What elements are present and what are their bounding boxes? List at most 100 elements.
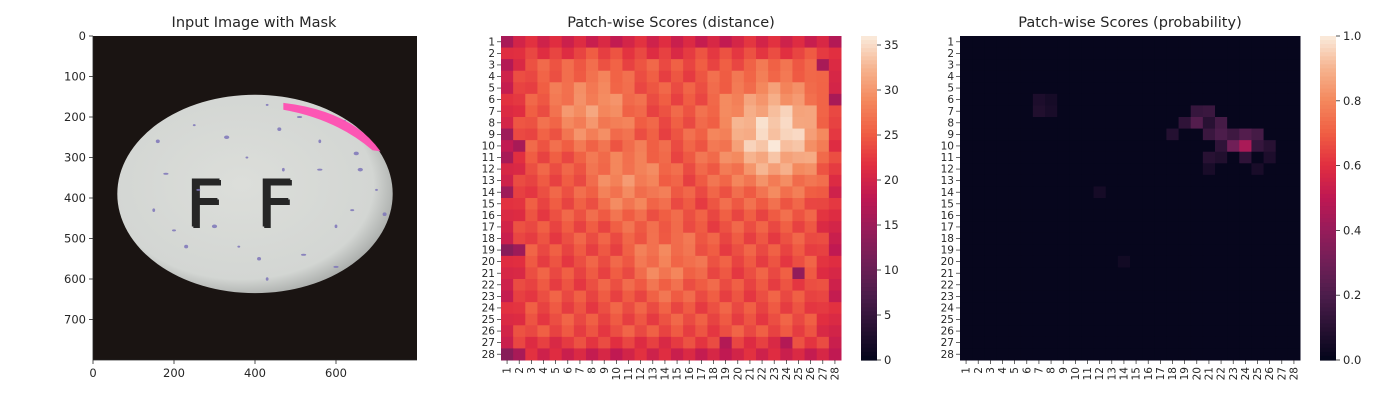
heatmap-cell (501, 174, 514, 187)
heatmap-cell (768, 221, 781, 234)
heatmap-cell (1130, 244, 1143, 257)
colorbar-segment (861, 96, 877, 102)
heatmap-cell (804, 279, 818, 292)
heatmap-cell (1275, 336, 1289, 349)
heatmap-cell (1166, 36, 1180, 49)
x-tick-label: 7 (575, 367, 587, 374)
heatmap-cell (816, 325, 830, 338)
heatmap-cell (1263, 117, 1277, 130)
heatmap-cell (525, 325, 538, 338)
heatmap-cell (549, 290, 563, 303)
probability-heatmap: 1234567891011121314151617181920212223242… (941, 29, 1362, 380)
heatmap-cell (719, 313, 733, 326)
heatmap-cell (1057, 70, 1070, 83)
heatmap-cell (501, 232, 514, 245)
heatmap-cell (598, 267, 611, 280)
heatmap-cell (707, 232, 721, 245)
heatmap-cell (1081, 128, 1095, 141)
heatmap-cell (1215, 255, 1228, 268)
heatmap-cell (1117, 128, 1131, 141)
heatmap-cell (1190, 36, 1204, 49)
heatmap-cell (792, 82, 806, 95)
heatmap-cell (1130, 163, 1143, 176)
colorbar-segment (861, 88, 877, 94)
heatmap-cell (1032, 279, 1046, 292)
heatmap-cell (501, 117, 514, 130)
colorbar-segment (861, 218, 877, 223)
heatmap-cell (972, 59, 985, 72)
heatmap-cell (768, 232, 781, 245)
heatmap-cell (780, 151, 793, 164)
heatmap-cell (804, 267, 818, 280)
heatmap-cell (634, 221, 648, 234)
heatmap-cell (828, 232, 842, 245)
heatmap-cell (1178, 70, 1192, 83)
heatmap-cell (828, 163, 842, 176)
heatmap-cell (598, 255, 611, 268)
speckle (350, 209, 355, 212)
heatmap-cell (792, 267, 806, 280)
heatmap-cell (622, 151, 636, 164)
heatmap-cell (1142, 70, 1155, 83)
heatmap-cell (756, 117, 769, 130)
heatmap-cell (1287, 267, 1301, 280)
heatmap-cell (756, 151, 769, 164)
heatmap-cell (549, 151, 563, 164)
heatmap-cell (1130, 93, 1143, 106)
x-tick-label: 19 (720, 367, 732, 380)
heatmap-cell (972, 47, 985, 60)
heatmap-cell (537, 93, 551, 106)
heatmap-cell (804, 209, 818, 222)
heatmap-cell (1239, 105, 1252, 118)
colorbar-segment (1320, 121, 1336, 126)
heatmap-cell (768, 140, 781, 153)
heatmap-cell (768, 244, 781, 257)
colorbar-segment (1320, 96, 1336, 102)
heatmap-cell (1045, 336, 1058, 349)
colorbar-segment (861, 230, 877, 236)
heatmap-cell (586, 348, 599, 361)
heatmap-cell (1202, 336, 1216, 349)
heatmap-cell (1178, 267, 1192, 280)
heatmap-cell (646, 82, 660, 95)
heatmap-cell (525, 140, 538, 153)
heatmap-cell (1251, 290, 1265, 303)
heatmap-cell (622, 209, 636, 222)
y-tick-label: 100 (64, 70, 86, 84)
heatmap-cell (984, 117, 997, 130)
heatmap-cell (731, 36, 745, 49)
heatmap-cell (768, 267, 781, 280)
x-tick-label: 400 (244, 366, 266, 380)
heatmap-cell (1057, 336, 1070, 349)
heatmap-cell (743, 70, 757, 83)
heatmap-cell (792, 244, 806, 257)
heatmap-cell (1178, 302, 1192, 315)
heatmap-cell (598, 232, 611, 245)
heatmap-cell (1069, 59, 1082, 72)
colorbar-segment (1320, 311, 1336, 317)
heatmap-cell (972, 82, 985, 95)
colorbar-segment (861, 206, 877, 211)
heatmap-cell (996, 336, 1010, 349)
heatmap-cell (960, 47, 973, 60)
heatmap-cell (1130, 198, 1143, 211)
x-tick-label: 16 (1143, 367, 1155, 381)
colorbar-segment (861, 315, 877, 321)
heatmap-cell (1105, 47, 1119, 60)
heatmap-cell (1202, 221, 1216, 234)
heatmap-cell (996, 47, 1010, 60)
colorbar-segment (861, 129, 877, 134)
heatmap-cell (634, 336, 648, 349)
heatmap-cell (1032, 186, 1046, 199)
heatmap-cell (1008, 290, 1022, 303)
heatmap-cell (756, 336, 769, 349)
heatmap-cell (1008, 82, 1022, 95)
heatmap-cell (1130, 36, 1143, 49)
heatmap-cell (1057, 290, 1070, 303)
heatmap-cell (1263, 151, 1277, 164)
heatmap-cell (1251, 244, 1265, 257)
y-tick-label: 17 (482, 222, 495, 234)
colorbar-segment (1320, 88, 1336, 94)
heatmap-cell (731, 117, 745, 130)
heatmap-cell (828, 117, 842, 130)
